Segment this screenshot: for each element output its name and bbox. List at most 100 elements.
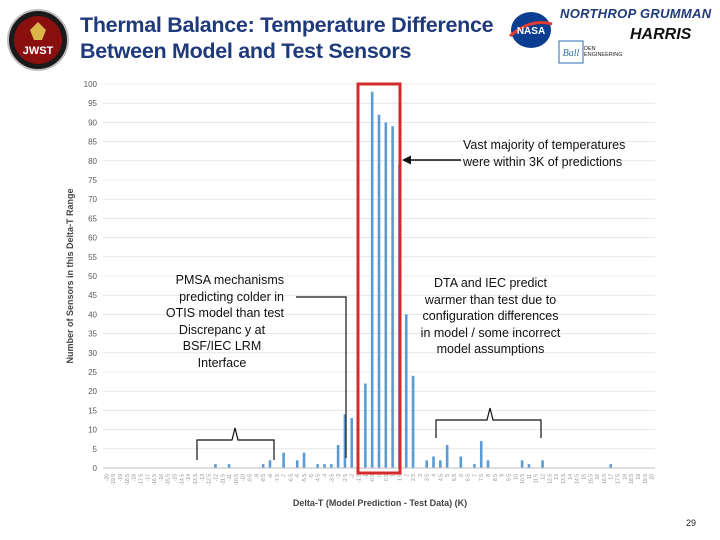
y-tick-label: 0: [93, 464, 98, 473]
slide-title: Thermal Balance: Temperature Difference …: [80, 12, 510, 64]
x-tick-label: -13.5: [193, 474, 199, 486]
y-tick-label: 100: [84, 80, 98, 89]
bar--1: [364, 383, 367, 468]
x-tick-label: 14.5: [575, 474, 581, 484]
x-tick-label: 19: [636, 474, 642, 480]
bar-1: [391, 126, 394, 469]
bar--3.5: [329, 464, 333, 468]
jwst-logo-text: JWST: [23, 45, 54, 57]
bar-5: [445, 444, 449, 468]
x-tick-label: 3.5: [425, 474, 431, 481]
title-line-1: Thermal Balance: Temperature Difference: [80, 13, 494, 37]
x-tick-label: -6.5: [288, 474, 294, 483]
x-tick-label: -14.5: [179, 474, 185, 486]
bar--4.5: [316, 464, 319, 468]
x-tick-label: -16: [159, 474, 165, 481]
bar--6: [295, 460, 299, 468]
x-tick-label: 12.5: [547, 474, 553, 484]
x-tick-label: -0.5: [370, 474, 376, 483]
design-engineering-logo: DEN ENGINEERING: [584, 46, 623, 58]
x-tick-label: -12: [213, 474, 219, 481]
bar--8: [268, 460, 272, 468]
ball-logo-text: Ball: [563, 48, 580, 59]
x-tick-label: 17.5: [616, 474, 622, 484]
x-tick-label: -3.5: [329, 474, 335, 483]
x-tick-label: 11.5: [534, 474, 540, 484]
bar--2: [350, 418, 354, 468]
x-tick-label: 4: [432, 474, 438, 477]
x-tick-label: -2.5: [343, 474, 349, 483]
x-tick-label: -2: [350, 474, 356, 479]
x-tick-labels: -20 -19.5 -19 -18.5 -18 -17.5 -17 -16.5 -16 -15.5…: [104, 474, 655, 486]
y-tick-label: 55: [88, 253, 97, 262]
x-tick-label: -19.5: [111, 474, 117, 486]
bar--4: [323, 464, 326, 468]
pmsa-connector: [296, 296, 347, 458]
y-tick-label: 85: [88, 138, 97, 147]
x-tick-label: 3: [418, 474, 424, 477]
arrow-head: [402, 155, 411, 165]
x-tick-label: 7: [472, 474, 478, 477]
x-tick-label: 13: [554, 474, 560, 480]
x-tick-label: -15: [173, 474, 179, 481]
bar-2.5: [411, 375, 415, 468]
x-tick-label: -6: [295, 474, 301, 479]
x-tick-label: -5.5: [302, 474, 308, 483]
x-tick-label: -18.5: [125, 474, 131, 486]
x-tick-label: 18: [622, 474, 628, 480]
bar-6: [459, 456, 463, 468]
x-tick-label: -13: [200, 474, 206, 481]
pmsa-bracket: [196, 427, 275, 460]
bar--3: [336, 444, 340, 468]
y-tick-labels: 0 5 10 15 20 25 30 35 40 45 50 55 60 65 70 75 80 85 90 95 10…: [84, 80, 98, 473]
x-tick-label: -1: [363, 474, 369, 479]
y-tick-label: 70: [88, 195, 97, 204]
x-tick-label: 12: [541, 474, 547, 480]
y-tick-label: 20: [88, 387, 97, 396]
bars: [214, 91, 613, 469]
x-tick-label: -5: [309, 474, 315, 479]
x-tick-label: -11: [227, 474, 233, 481]
nasa-logo-text: NASA: [517, 26, 545, 37]
bar-4: [432, 456, 435, 468]
x-tick-label: -7: [282, 474, 288, 479]
y-tick-label: 40: [88, 310, 97, 319]
northrop-grumman-logo: NORTHROP GRUMMAN: [560, 6, 712, 21]
bar--8.5: [261, 464, 265, 468]
x-tick-label: 2: [404, 474, 410, 477]
bar--12: [214, 464, 217, 468]
x-axis-label: Delta-T (Model Prediction - Test Data) (…: [293, 498, 467, 508]
x-tick-label: 5: [445, 474, 451, 477]
bar-11: [527, 464, 531, 468]
x-tick-label: -15.5: [166, 474, 172, 486]
bar-3.5: [425, 460, 429, 468]
x-tick-label: -10.5: [234, 474, 240, 486]
y-tick-label: 15: [88, 406, 97, 415]
page-number: 29: [685, 518, 696, 528]
x-tick-label: -17.5: [138, 474, 144, 486]
x-tick-label: 1.5: [397, 474, 403, 481]
x-tick-label: 4.5: [438, 474, 444, 481]
x-tick-label: -19: [118, 474, 124, 481]
y-tick-label: 30: [88, 349, 97, 358]
bar--2.5: [343, 414, 347, 468]
y-tick-label: 60: [88, 234, 97, 243]
x-tick-label: 15.5: [588, 474, 594, 484]
x-tick-label: 16.5: [602, 474, 608, 484]
x-tick-label: -16.5: [152, 474, 158, 486]
x-tick-label: 14: [568, 474, 574, 480]
y-tick-label: 35: [88, 330, 97, 339]
ball-logo: Ball: [558, 40, 584, 64]
x-tick-label: 16: [595, 474, 601, 480]
bar-0.5: [384, 122, 388, 469]
x-tick-label: 2.5: [411, 474, 417, 481]
harris-logo: HARRIS: [630, 26, 692, 43]
bar-4.5: [439, 460, 442, 468]
dei-line-2: ENGINEERING: [584, 52, 623, 58]
x-tick-label: 7.5: [479, 474, 485, 481]
x-tick-label: 13.5: [561, 474, 567, 484]
bar-2: [404, 314, 408, 468]
y-tick-label: 95: [88, 99, 97, 108]
x-tick-label: -12.5: [207, 474, 213, 486]
bar-8: [486, 460, 490, 468]
